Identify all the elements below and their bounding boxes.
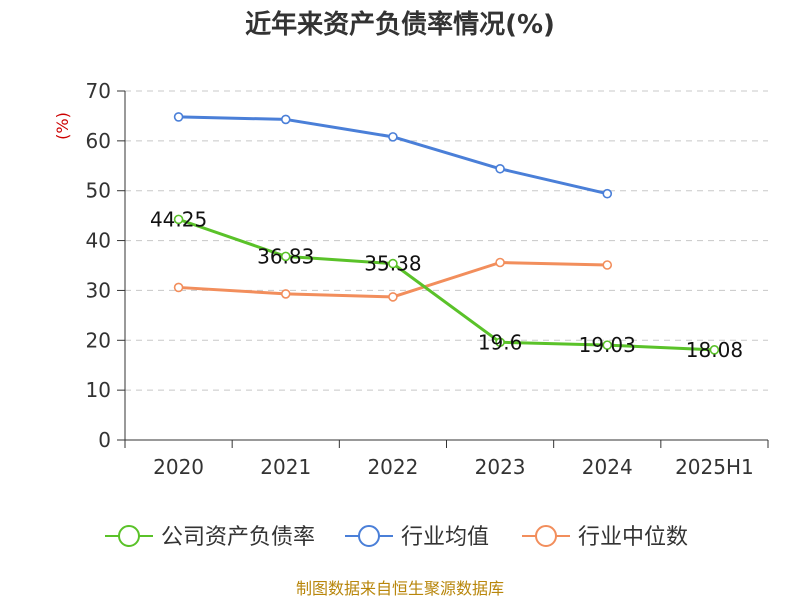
legend-label: 行业均值	[401, 525, 489, 550]
y-tick-label: 0	[98, 428, 111, 452]
data-label: 19.03	[579, 333, 636, 357]
data-label: 36.83	[257, 244, 314, 268]
y-tick-label: 10	[86, 378, 111, 402]
series-line	[178, 115, 608, 196]
data-point	[709, 345, 720, 355]
data-point	[280, 114, 291, 125]
y-tick-label: 70	[86, 79, 111, 103]
source-note: 制图数据来自恒生聚源数据库	[296, 579, 504, 598]
data-point	[495, 163, 505, 174]
data-point	[388, 258, 398, 269]
x-tick-label: 2023	[475, 455, 526, 479]
legend-marker	[358, 525, 380, 547]
legend-label: 行业中位数	[578, 525, 688, 550]
x-tick-label: 2024	[582, 455, 633, 479]
data-point	[602, 260, 613, 270]
y-tick-label: 60	[86, 129, 111, 153]
data-point	[173, 112, 184, 122]
data-label: 19.6	[478, 330, 523, 354]
data-point	[495, 337, 505, 348]
data-point	[388, 292, 398, 302]
data-label: 35.38	[364, 252, 421, 276]
y-tick-label: 20	[86, 328, 111, 352]
data-point	[602, 340, 613, 350]
series-layer	[173, 112, 720, 355]
x-tick-label: 2025H1	[675, 455, 754, 479]
y-tick-label: 30	[86, 278, 111, 302]
y-tick-label: 40	[86, 229, 111, 253]
data-point	[280, 289, 291, 299]
legend: 公司资产负债率 行业均值 行业中位数	[105, 525, 688, 550]
x-tick-label: 2022	[367, 455, 418, 479]
data-point	[280, 251, 291, 262]
y-axis-label: (%)	[53, 112, 72, 140]
axes: 0 10 20 30 40 50 60 70 2020 2021 2022 2023 2024 2025H…	[86, 79, 769, 479]
data-label: 18.08	[686, 338, 743, 362]
legend-marker	[535, 525, 557, 547]
legend-label: 公司资产负债率	[161, 525, 315, 550]
y-tick-label: 50	[86, 179, 111, 203]
data-point	[173, 282, 184, 293]
series-line	[178, 217, 715, 352]
data-point	[495, 257, 505, 268]
legend-marker	[118, 525, 140, 547]
data-point	[602, 188, 613, 199]
x-tick-label: 2020	[153, 455, 204, 479]
data-point	[388, 132, 398, 142]
grid-lines	[125, 90, 768, 391]
chart-title: 近年来资产负债率情况(%)	[245, 9, 555, 40]
x-tick-label: 2021	[260, 455, 311, 479]
data-label: 44.25	[150, 207, 207, 231]
data-point	[173, 214, 184, 225]
data-labels: 44.25 36.83 35.38 19.6 19.03 18.08	[150, 207, 743, 361]
